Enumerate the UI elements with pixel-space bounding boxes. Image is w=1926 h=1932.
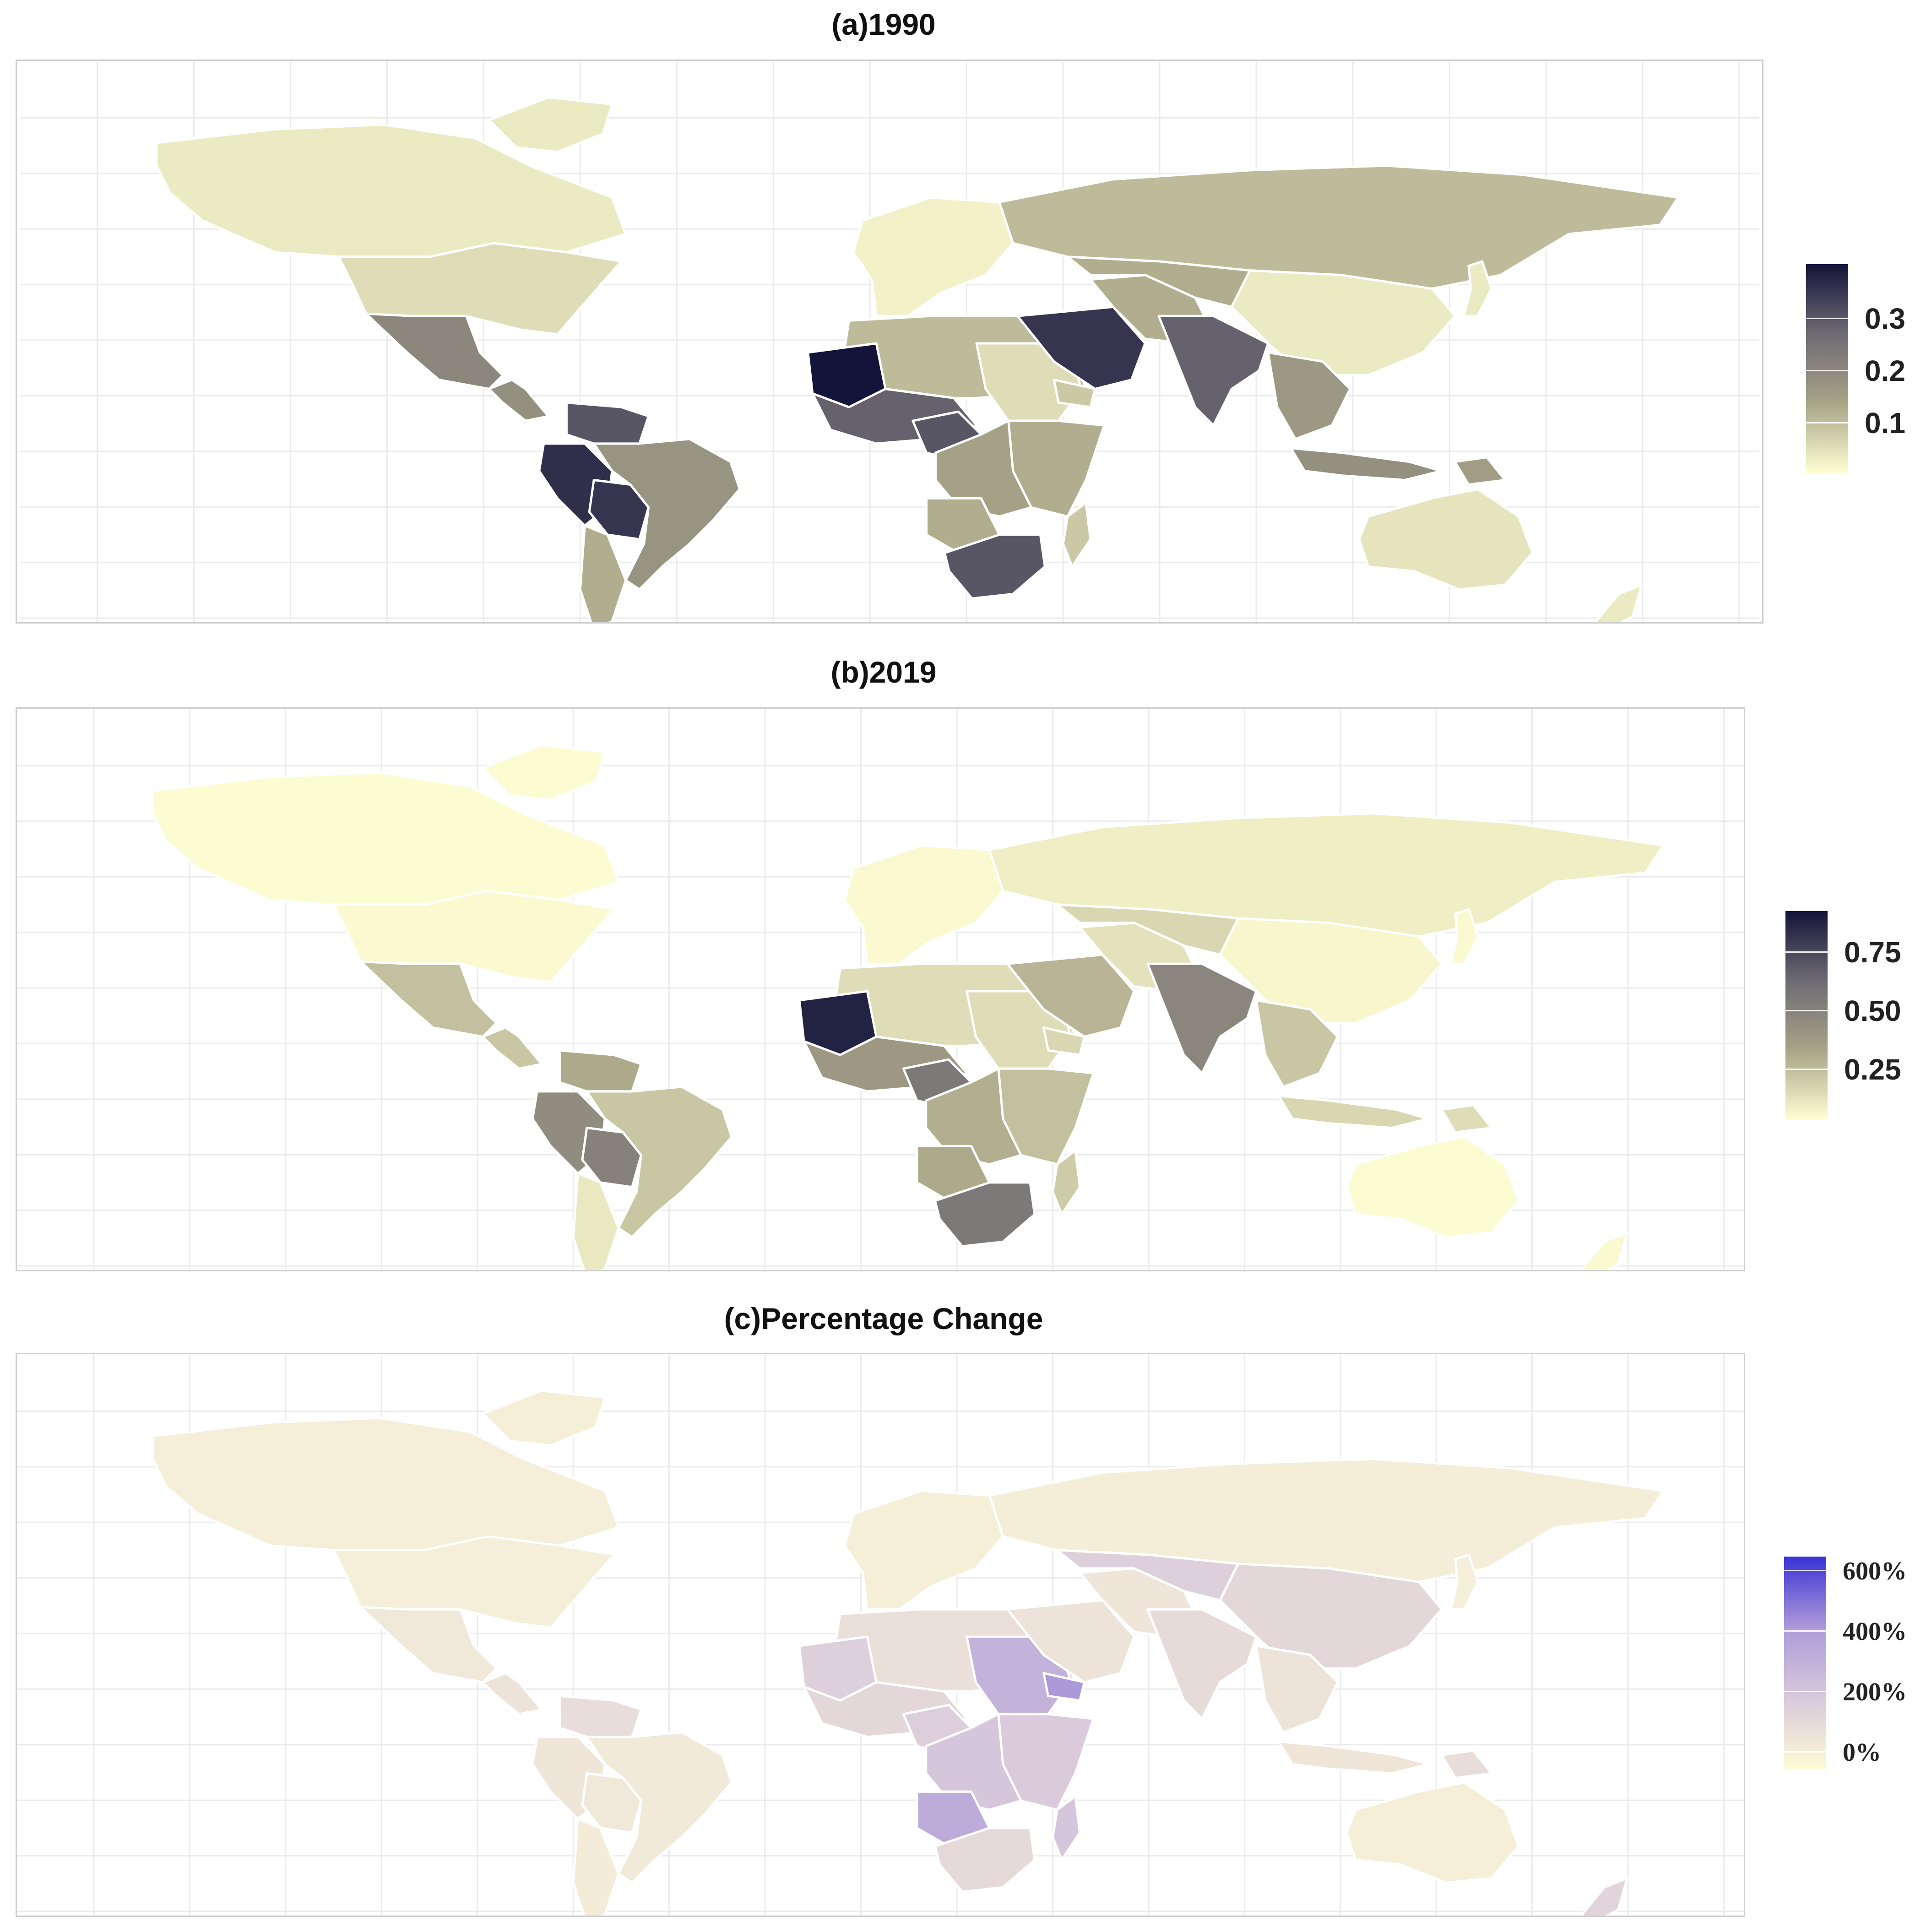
region-madag (1051, 1795, 1081, 1861)
region-safr (934, 1827, 1036, 1893)
legend-tickmark (1784, 1630, 1826, 1632)
region-japan (1463, 260, 1493, 317)
region-china (1219, 1563, 1443, 1670)
region-safr (943, 533, 1046, 600)
panel-title-1990: (a)1990 (831, 7, 936, 41)
region-stan (1056, 903, 1239, 956)
legend-colorbar-percentage-change (1784, 1557, 1826, 1769)
world-map-percentage-change (17, 1354, 1744, 1916)
region-indo (1277, 1740, 1429, 1775)
region-india (1146, 962, 1258, 1075)
region-stan (1066, 255, 1251, 308)
region-greenland (482, 1389, 606, 1447)
country-regions (155, 96, 1680, 622)
region-sea (1255, 999, 1339, 1088)
region-indo (1290, 447, 1443, 482)
region-nz (1595, 583, 1643, 622)
legend-tick-label: 400% (1843, 1617, 1907, 1646)
legend-tick-label: 0.25 (1844, 1053, 1901, 1086)
panel-title-2019: (b)2019 (830, 655, 937, 689)
region-india (1157, 315, 1270, 427)
region-eur (843, 844, 1004, 965)
region-cam (482, 1672, 543, 1715)
legend-tick-label: 0.75 (1844, 936, 1901, 969)
legend-colorbar-1990 (1806, 264, 1848, 473)
world-map-1990 (20, 61, 1759, 622)
region-chile (579, 524, 627, 622)
map-panel-percentage-change (16, 1353, 1745, 1917)
map-panel-2019 (16, 707, 1745, 1271)
legend-tick-label: 0.2 (1865, 354, 1905, 387)
legend-tickmark (1806, 318, 1848, 319)
legend-colorbar-2019 (1785, 911, 1828, 1120)
legend-2019: 0.75 0.50 0.25 (1785, 911, 1923, 1120)
region-cafr (925, 1067, 1022, 1166)
region-cafr (934, 419, 1032, 518)
region-sea (1255, 1644, 1339, 1734)
region-bol (581, 1127, 642, 1189)
region-png (1454, 456, 1506, 486)
legend-1990: 0.3 0.2 0.1 (1806, 264, 1925, 473)
legend-tickmark (1806, 422, 1848, 423)
region-yemen (1053, 379, 1096, 408)
country-regions (151, 1389, 1665, 1916)
region-sea (1267, 351, 1351, 440)
region-bol (588, 479, 650, 541)
region-indo (1277, 1095, 1429, 1129)
region-greenland (482, 744, 606, 801)
region-aus (1345, 1135, 1520, 1238)
legend-tick-label: 0.50 (1844, 994, 1901, 1027)
region-greenland (488, 96, 613, 153)
region-eur (852, 196, 1015, 317)
region-png (1440, 1104, 1493, 1134)
legend-tickmark (1785, 951, 1828, 953)
legend-tick-label: 200% (1843, 1678, 1907, 1706)
legend-tick-label: 0% (1843, 1738, 1881, 1767)
country-regions (151, 744, 1665, 1270)
region-japan (1449, 1553, 1479, 1611)
region-mex (359, 1606, 498, 1683)
region-china (1219, 917, 1443, 1025)
region-mex (359, 960, 498, 1038)
legend-tickmark (1784, 1691, 1826, 1692)
region-japan (1449, 908, 1479, 965)
region-madag (1051, 1149, 1081, 1216)
region-ven (565, 401, 650, 445)
region-madag (1062, 501, 1092, 568)
legend-percentage-change: 600% 400% 200% 0% (1784, 1557, 1924, 1769)
legend-tickmark (1785, 1069, 1828, 1070)
legend-tickmark (1785, 1010, 1828, 1011)
region-nz (1580, 1877, 1628, 1916)
legend-tick-label: 0.3 (1865, 302, 1905, 335)
world-map-2019 (17, 709, 1744, 1270)
region-china (1230, 269, 1456, 377)
region-cam (488, 379, 550, 422)
region-yemen (1042, 1026, 1086, 1056)
region-chile (572, 1172, 620, 1270)
region-safr (934, 1181, 1036, 1248)
region-yemen (1042, 1672, 1086, 1702)
region-mex (365, 312, 504, 390)
region-cafr (925, 1713, 1022, 1811)
region-eur (843, 1490, 1004, 1611)
region-india (1146, 1608, 1258, 1720)
region-ven (559, 1049, 642, 1093)
region-png (1440, 1749, 1493, 1779)
region-aus (1345, 1781, 1520, 1884)
legend-tickmark (1806, 370, 1848, 371)
region-nz (1580, 1231, 1628, 1270)
region-cam (482, 1026, 543, 1070)
map-panel-1990 (16, 60, 1763, 624)
region-ven (559, 1694, 642, 1738)
region-aus (1358, 488, 1534, 591)
legend-tickmark (1784, 1570, 1826, 1571)
panel-title-percentage-change: (c)Percentage Change (724, 1302, 1043, 1335)
legend-tickmark (1784, 1751, 1826, 1753)
legend-tick-label: 0.1 (1865, 407, 1905, 440)
region-stan (1056, 1549, 1239, 1601)
legend-tick-label: 600% (1843, 1557, 1907, 1585)
region-chile (572, 1818, 620, 1916)
region-bol (581, 1772, 642, 1834)
